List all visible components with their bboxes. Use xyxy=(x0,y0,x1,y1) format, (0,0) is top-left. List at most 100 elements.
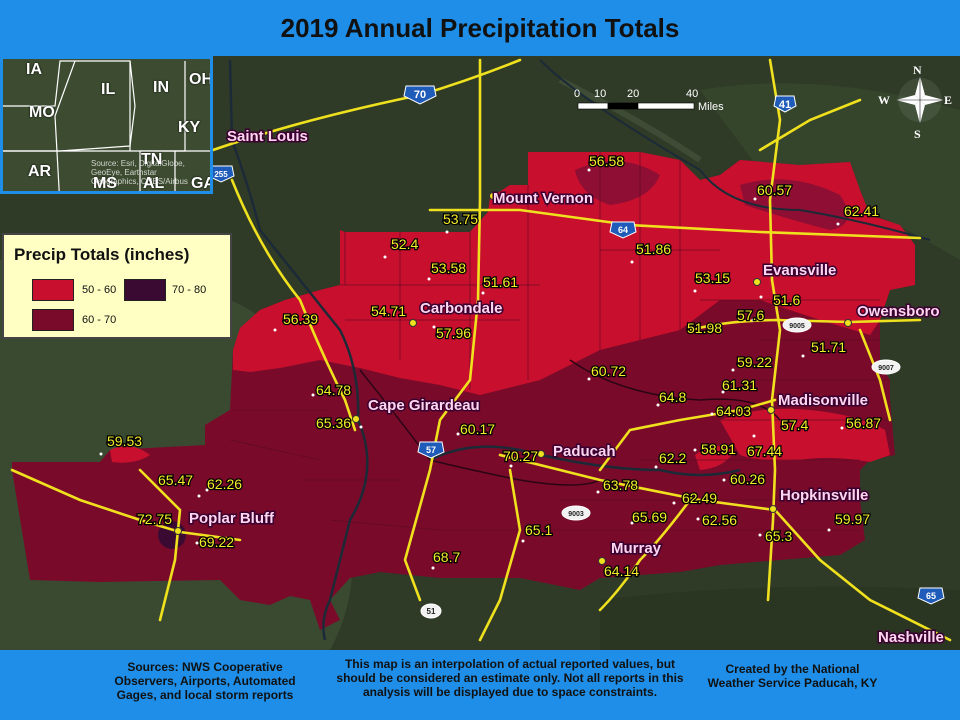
precip-label: 57.4 xyxy=(781,417,808,433)
shield-9007: 9007 xyxy=(878,365,894,372)
precip-label: 64.8 xyxy=(659,389,686,405)
precip-label: 64.14 xyxy=(604,563,639,579)
precip-label: 60.26 xyxy=(730,471,765,487)
precip-label: 62.41 xyxy=(844,203,879,219)
city-saint-louis: Saint Louis xyxy=(227,128,308,145)
city-nashville: Nashville xyxy=(878,629,944,646)
inset-state-mo: MO xyxy=(29,104,55,121)
inset-state-ms: MS xyxy=(93,175,117,192)
precip-label: 65.36 xyxy=(316,415,351,431)
city-madisonville: Madisonville xyxy=(778,392,868,409)
scale-tick-20: 20 xyxy=(627,88,640,100)
shield-i64: 64 xyxy=(618,225,628,235)
shield-i70: 70 xyxy=(414,89,426,101)
precip-label: 60.72 xyxy=(591,363,626,379)
inset-state-tn: TN xyxy=(141,151,163,168)
compass-e: E xyxy=(944,93,953,107)
legend-swatch-60-70 xyxy=(32,309,74,331)
precip-label: 53.75 xyxy=(443,211,478,227)
scale-tick-0: 0 xyxy=(574,88,581,100)
scale-tick-40: 40 xyxy=(686,88,699,100)
footer-disclaimer: This map is an interpolation of actual r… xyxy=(336,657,684,699)
precip-label: 56.87 xyxy=(846,415,881,431)
city-evansville: Evansville xyxy=(763,262,836,279)
precip-label: 68.7 xyxy=(433,549,460,565)
inset-state-il: IL xyxy=(101,81,116,98)
precip-label: 70.27 xyxy=(503,448,538,464)
precip-map[interactable]: 70 41 255 64 57 65 9005 9007 9003 51 Sai… xyxy=(0,56,960,650)
legend-swatch-50-60 xyxy=(32,279,74,301)
precip-label: 59.53 xyxy=(107,433,142,449)
precip-label: 53.15 xyxy=(695,270,730,286)
precip-label: 60.57 xyxy=(757,182,792,198)
precip-label: 51.6 xyxy=(773,292,800,308)
compass-s: S xyxy=(914,127,921,141)
precip-label: 64.03 xyxy=(716,403,751,419)
shield-i57: 57 xyxy=(426,445,436,455)
inset-state-oh: OH xyxy=(189,71,213,88)
legend-label-60-70: 60 - 70 xyxy=(82,314,117,326)
map-title: 2019 Annual Precipitation Totals xyxy=(280,12,680,43)
inset-state-ga: GA xyxy=(191,175,213,192)
precip-label: 65.1 xyxy=(525,522,552,538)
city-owensboro: Owensboro xyxy=(857,303,940,320)
precip-label: 64.78 xyxy=(316,382,351,398)
city-mount-vernon: Mount Vernon xyxy=(493,190,593,207)
precip-label: 53.58 xyxy=(431,260,466,276)
precip-label: 59.97 xyxy=(835,511,870,527)
legend-swatch-70-80 xyxy=(124,279,166,301)
precip-label: 59.22 xyxy=(737,354,772,370)
precip-label: 58.91 xyxy=(701,441,736,457)
precip-label: 57.6 xyxy=(737,307,764,323)
inset-locator-map: IA IL IN OH MO KY AR TN MS AL GA Source:… xyxy=(0,56,213,194)
compass-w: W xyxy=(878,93,890,107)
precip-label: 51.61 xyxy=(483,274,518,290)
legend: Precip Totals (inches) 50 - 60 70 - 80 6… xyxy=(2,233,232,339)
city-murray: Murray xyxy=(611,540,662,557)
precip-label: 72.75 xyxy=(137,511,172,527)
precip-label: 60.17 xyxy=(460,421,495,437)
inset-state-al: AL xyxy=(143,175,165,192)
inset-state-in: IN xyxy=(153,79,169,96)
precip-label: 65.3 xyxy=(765,528,792,544)
precip-label: 67.44 xyxy=(747,443,782,459)
inset-source-credit: Source: Esri, DigitalGlobe, GeoEye, Eart… xyxy=(91,159,188,186)
scale-tick-10: 10 xyxy=(594,88,607,100)
precip-label: 69.22 xyxy=(199,534,234,550)
footer-sources: Sources: NWS Cooperative Observers, Airp… xyxy=(114,660,296,702)
precip-label: 65.69 xyxy=(632,509,667,525)
legend-label-50-60: 50 - 60 xyxy=(82,284,117,296)
precip-label: 52.4 xyxy=(391,236,418,252)
legend-title: Precip Totals (inches) xyxy=(14,245,190,264)
city-paducah: Paducah xyxy=(553,443,616,460)
precip-label: 51.98 xyxy=(687,320,722,336)
precip-label: 51.86 xyxy=(636,241,671,257)
precip-label: 62.49 xyxy=(682,490,717,506)
precip-label: 56.39 xyxy=(283,311,318,327)
precip-label: 56.58 xyxy=(589,153,624,169)
precip-label: 62.26 xyxy=(207,476,242,492)
precip-label: 61.31 xyxy=(722,377,757,393)
inset-state-ky: KY xyxy=(178,119,201,136)
footer: Sources: NWS Cooperative Observers, Airp… xyxy=(0,650,960,720)
scale-unit: Miles xyxy=(698,101,724,113)
inset-state-ia: IA xyxy=(26,61,42,78)
shield-9005: 9005 xyxy=(789,323,805,330)
shield-i65: 65 xyxy=(926,591,936,601)
city-carbondale: Carbondale xyxy=(420,300,503,317)
precip-label: 62.2 xyxy=(659,450,686,466)
precip-label: 62.56 xyxy=(702,512,737,528)
footer-credit: Created by the National Weather Service … xyxy=(707,662,878,690)
precip-label: 51.71 xyxy=(811,339,846,355)
precip-label: 65.47 xyxy=(158,472,193,488)
shield-41: 41 xyxy=(779,99,791,111)
inset-state-ar: AR xyxy=(28,163,52,180)
shield-i255: 255 xyxy=(214,170,228,179)
legend-label-70-80: 70 - 80 xyxy=(172,284,207,296)
shield-9003: 9003 xyxy=(568,511,584,518)
shield-51: 51 xyxy=(427,607,436,616)
city-hopkinsville: Hopkinsville xyxy=(780,487,868,504)
precip-label: 57.96 xyxy=(436,325,471,341)
title-bar: 2019 Annual Precipitation Totals xyxy=(0,0,960,56)
precip-label: 63.78 xyxy=(603,477,638,493)
